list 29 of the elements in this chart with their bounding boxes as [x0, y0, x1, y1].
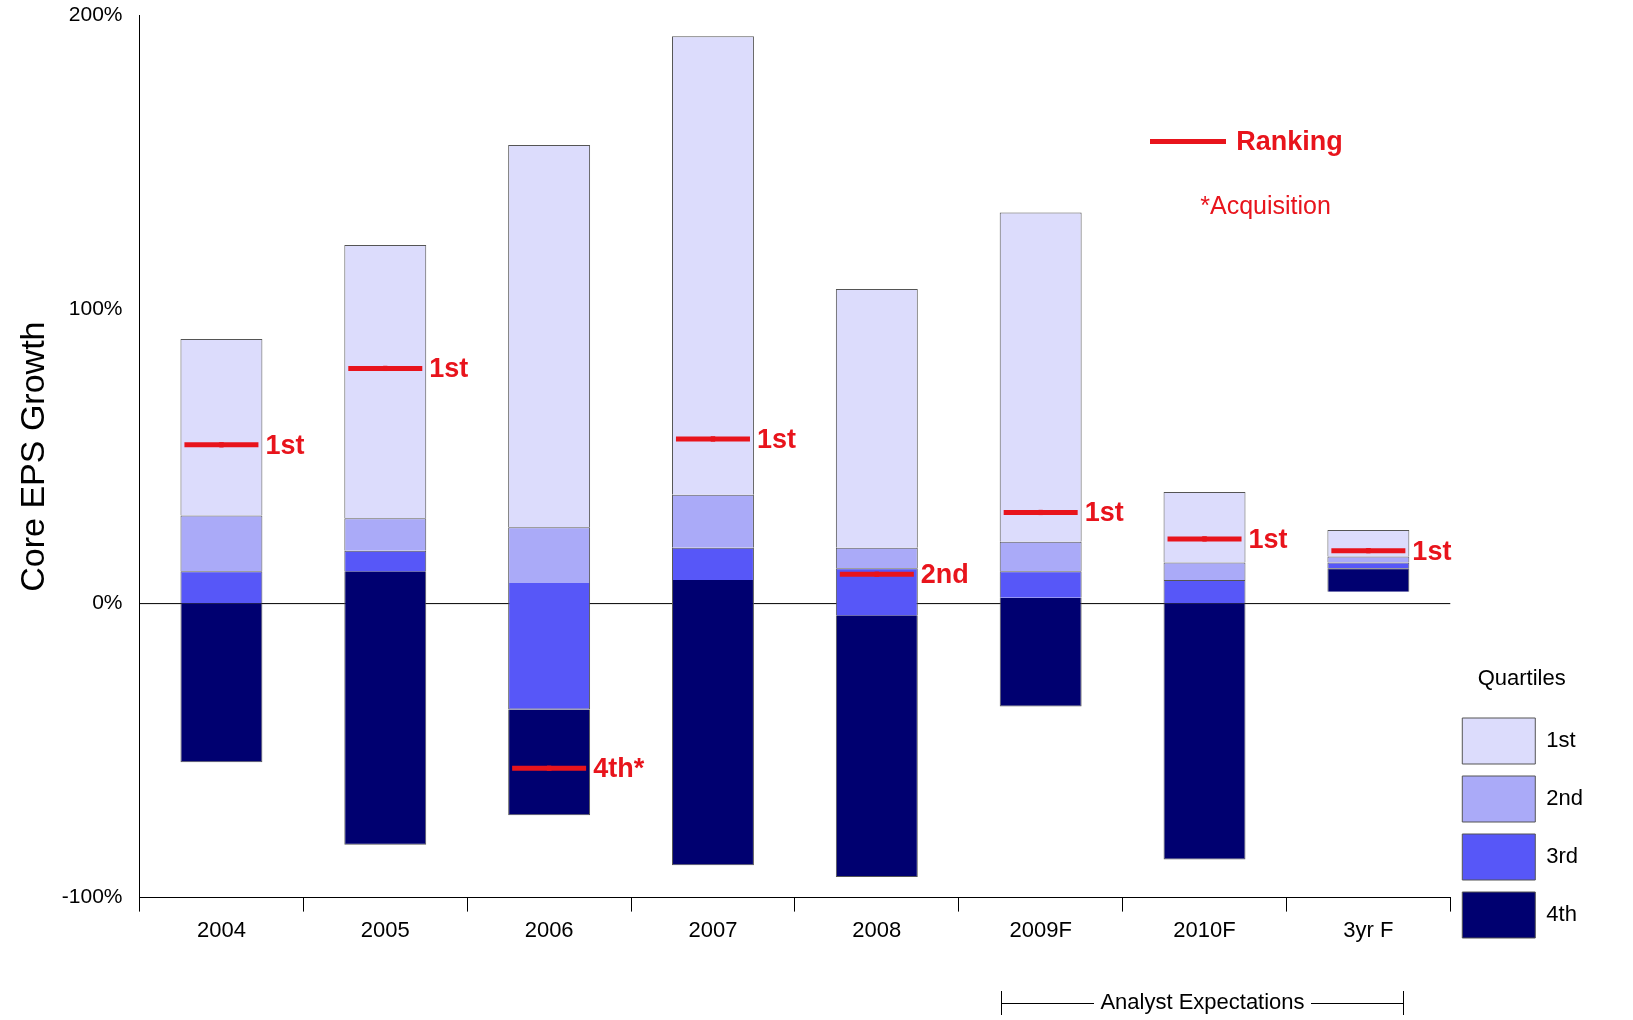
x-tick-label: 2008 [852, 916, 902, 942]
annotation: 4th* [593, 752, 645, 785]
annotation: 1st [756, 422, 796, 455]
legend-title: Quartiles [1477, 664, 1566, 690]
annotation: 1st [265, 428, 305, 461]
x-tick-label: 2010F [1173, 916, 1236, 942]
legend-label: 3rd [1546, 843, 1579, 869]
x-tick-label: 2005 [360, 916, 410, 942]
annotation: 1st [1248, 522, 1288, 555]
annotation: *Acquisition [1200, 190, 1332, 220]
legend-label: 4th [1546, 901, 1577, 927]
y-tick-label: 200% [68, 2, 123, 26]
x-tick-label: 3yr F [1343, 916, 1394, 942]
legend-label: 2nd [1546, 785, 1584, 811]
x-tick-label: 2009F [1009, 916, 1072, 942]
x-tick-label: 2004 [196, 916, 246, 942]
annotation: 1st [1412, 534, 1452, 567]
y-tick-label: 0% [92, 590, 123, 614]
x-tick-label: 2006 [524, 916, 574, 942]
legend-label: Ranking [1236, 125, 1343, 157]
y-tick-label: -100% [61, 884, 123, 908]
text: Analyst Expectations [1094, 989, 1311, 1014]
annotation: 1st [429, 352, 469, 385]
legend-label: 1st [1546, 727, 1576, 753]
y-axis-title: Core EPS Growth [12, 321, 51, 592]
y-tick-label: 100% [68, 296, 123, 320]
annotation: 1st [1084, 496, 1124, 529]
annotation: 2nd [920, 558, 969, 591]
x-tick-label: 2007 [688, 916, 738, 942]
